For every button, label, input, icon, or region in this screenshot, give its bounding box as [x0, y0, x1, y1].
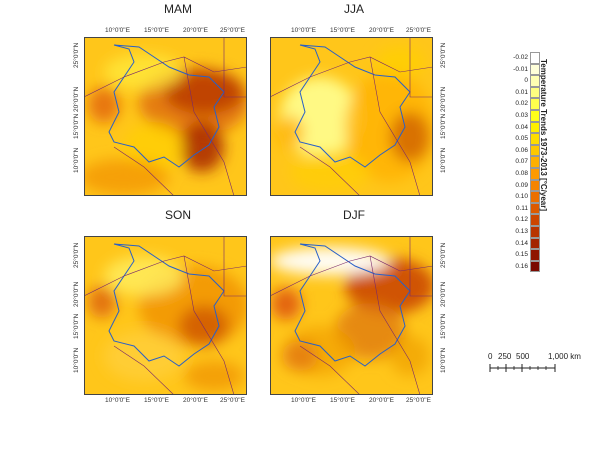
legend-label: 0 — [524, 77, 528, 85]
legend-swatch — [530, 52, 540, 64]
legend-swatch — [530, 156, 540, 168]
legend-swatch — [530, 226, 540, 238]
lon-tick-top-mam-1: 10°0'0"E — [105, 27, 130, 34]
lon-tick-bottom-son-1: 10°0'0"E — [105, 397, 130, 404]
lon-tick-top-mam-2: 15°0'0"E — [144, 27, 169, 34]
legend-label: 0.03 — [515, 112, 528, 119]
map-panel-djf — [270, 236, 433, 395]
lon-tick-bottom-son-4: 25°0'0"E — [220, 397, 245, 404]
legend-label: 0.15 — [515, 251, 528, 259]
scale-bar — [489, 364, 556, 372]
legend-swatch — [530, 191, 540, 203]
legend-label: 0.16 — [515, 262, 528, 270]
legend-swatch — [530, 121, 540, 134]
legend-swatch — [530, 98, 540, 110]
map-panel-mam — [84, 37, 247, 196]
legend-label: -0.01 — [513, 65, 528, 73]
lat-tick-son-3: 15°0'0"N — [73, 313, 80, 339]
scale-label-250: 250 — [498, 352, 512, 361]
scale-label-1000km: 1,000 km — [548, 352, 581, 361]
lat-tick-djf-3: 15°0'0"N — [440, 313, 447, 339]
legend-swatch — [530, 179, 540, 192]
lat-tick-mam-2: 20°0'0"N — [73, 86, 80, 112]
legend-swatch — [530, 260, 540, 273]
lat-tick-son-1: 25°0'0"N — [73, 242, 80, 268]
lat-tick-mam-3: 15°0'0"N — [73, 113, 80, 139]
legend-swatch — [530, 202, 540, 215]
lon-tick-bottom-djf-4: 25°0'0"E — [406, 397, 431, 404]
panel-title-jja: JJA — [343, 2, 364, 16]
lon-tick-bottom-djf-3: 20°0'0"E — [369, 397, 394, 404]
lon-tick-bottom-djf-1: 10°0'0"E — [291, 397, 316, 404]
legend-swatch — [530, 168, 540, 180]
legend-label: 0.04 — [515, 123, 528, 131]
legend-label: 0.07 — [515, 158, 528, 166]
lat-tick-djf-1: 25°0'0"N — [440, 242, 447, 268]
lat-tick-son-2: 20°0'0"N — [73, 281, 80, 307]
legend-label: 0.06 — [515, 146, 528, 154]
panel-title-son: SON — [164, 208, 191, 222]
lat-tick-mam-4: 10°0'0"N — [73, 147, 80, 173]
legend-swatch — [530, 86, 540, 99]
legend-title: Temperature Trends 1973-2013 [°C/year] — [539, 59, 548, 212]
legend-swatch — [530, 75, 540, 87]
legend-label: 0.11 — [515, 204, 528, 212]
panel-title-djf: DJF — [343, 208, 365, 222]
panel-title-mam: MAM — [164, 2, 192, 16]
legend-label: -0.02 — [513, 54, 528, 61]
lat-tick-djf-2: 20°0'0"N — [440, 281, 447, 307]
lon-tick-top-jja-4: 25°0'0"E — [406, 27, 431, 34]
lon-tick-top-mam-3: 20°0'0"E — [183, 27, 208, 34]
map-panel-son — [84, 236, 247, 395]
legend-swatch — [530, 249, 540, 261]
legend-label: 0.02 — [515, 100, 528, 108]
lon-tick-top-jja-3: 20°0'0"E — [369, 27, 394, 34]
lat-tick-son-4: 10°0'0"N — [73, 347, 80, 373]
legend-label: 0.08 — [515, 170, 528, 177]
lon-tick-top-jja-2: 15°0'0"E — [330, 27, 355, 34]
lon-tick-top-mam-4: 25°0'0"E — [220, 27, 245, 34]
lon-tick-bottom-son-3: 20°0'0"E — [183, 397, 208, 404]
legend-label: 0.12 — [515, 216, 528, 224]
lon-tick-top-jja-1: 10°0'0"E — [291, 27, 316, 34]
legend-label: 0.13 — [515, 228, 528, 235]
legend-swatch — [530, 214, 540, 226]
legend-label: 0.05 — [515, 135, 528, 143]
lon-tick-bottom-djf-2: 15°0'0"E — [330, 397, 355, 404]
legend-swatch — [530, 110, 540, 122]
legend-swatch — [530, 133, 540, 145]
lon-tick-bottom-son-2: 15°0'0"E — [144, 397, 169, 404]
legend-swatch — [530, 63, 540, 76]
lat-tick-mam-1: 25°0'0"N — [73, 42, 80, 68]
lat-tick-jja-4: 10°0'0"N — [440, 147, 447, 173]
scale-label-500: 500 — [516, 352, 530, 361]
legend-swatch — [530, 237, 540, 250]
legend-label: 0.01 — [515, 88, 528, 96]
scale-label-0: 0 — [488, 352, 493, 361]
legend-label: 0.10 — [515, 193, 528, 201]
legend-label: 0.14 — [515, 239, 528, 247]
lat-tick-jja-2: 20°0'0"N — [440, 86, 447, 112]
lat-tick-jja-1: 25°0'0"N — [440, 42, 447, 68]
map-panel-jja — [270, 37, 433, 196]
lat-tick-jja-3: 15°0'0"N — [440, 113, 447, 139]
legend-label: 0.09 — [515, 181, 528, 189]
lat-tick-djf-4: 10°0'0"N — [440, 347, 447, 373]
legend-swatch — [530, 144, 540, 157]
